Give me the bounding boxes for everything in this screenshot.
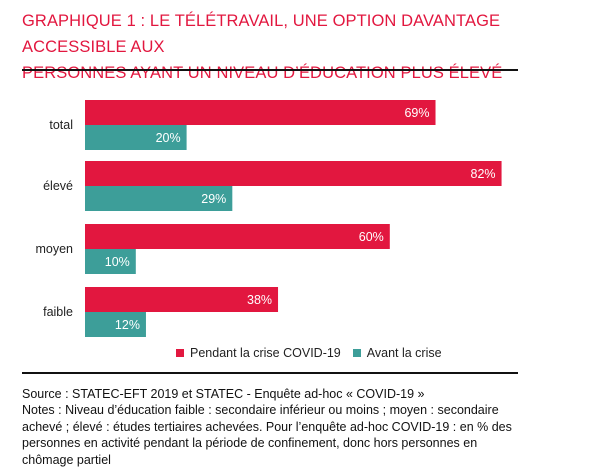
legend-swatch-crisis [176, 349, 184, 357]
category-label: total [49, 118, 73, 132]
legend-swatch-before [352, 349, 361, 357]
chart-title-line-2: PERSONNES AYANT UN NIVEAU D’ÉDUCATION PL… [22, 64, 503, 82]
bar [85, 224, 390, 249]
notes-line-4: chômage partiel [22, 452, 111, 467]
bar [85, 287, 279, 312]
legend: Pendant la crise COVID-19 Avant la crise [176, 346, 442, 360]
data-label: 60% [359, 230, 384, 244]
data-label: 29% [201, 192, 226, 206]
bottom-rule [22, 372, 518, 374]
category-label: moyen [35, 242, 73, 256]
bar [85, 186, 233, 211]
category-label: faible [43, 305, 73, 319]
notes-line-2: achevé ; élevé : études tertiaires achev… [22, 419, 512, 434]
legend-label-crisis: Pendant la crise COVID-19 [190, 346, 341, 360]
bar [85, 312, 146, 337]
footer: Source : STATEC-EFT 2019 et STATEC - Enq… [22, 386, 592, 468]
notes-line-1: Notes : Niveau d’éducation faible : seco… [22, 403, 499, 418]
data-label: 20% [156, 131, 181, 145]
bar-chart: total 69% 20% élevé 82% 29% moyen 60% 10% faible 3… [35, 100, 502, 337]
chart-title-line-1: GRAPHIQUE 1 : LE TÉLÉTRAVAIL, UNE OPTION… [22, 12, 501, 56]
notes-line-3: personnes en activité pendant la période… [22, 436, 478, 451]
data-label: 69% [404, 106, 429, 120]
bar [85, 100, 436, 125]
legend-label-before: Avant la crise [366, 346, 442, 360]
bar [85, 249, 136, 274]
data-label: 10% [105, 255, 130, 269]
data-label: 82% [471, 167, 496, 181]
category-label: élevé [43, 179, 73, 193]
bar [85, 161, 502, 186]
data-label: 12% [115, 318, 140, 332]
source-text: Source : STATEC-EFT 2019 et STATEC - Enq… [22, 387, 425, 401]
data-label: 38% [247, 293, 272, 307]
top-rule [22, 69, 518, 71]
chart-title: GRAPHIQUE 1 : LE TÉLÉTRAVAIL, UNE OPTION… [22, 8, 592, 86]
bar [85, 125, 187, 150]
